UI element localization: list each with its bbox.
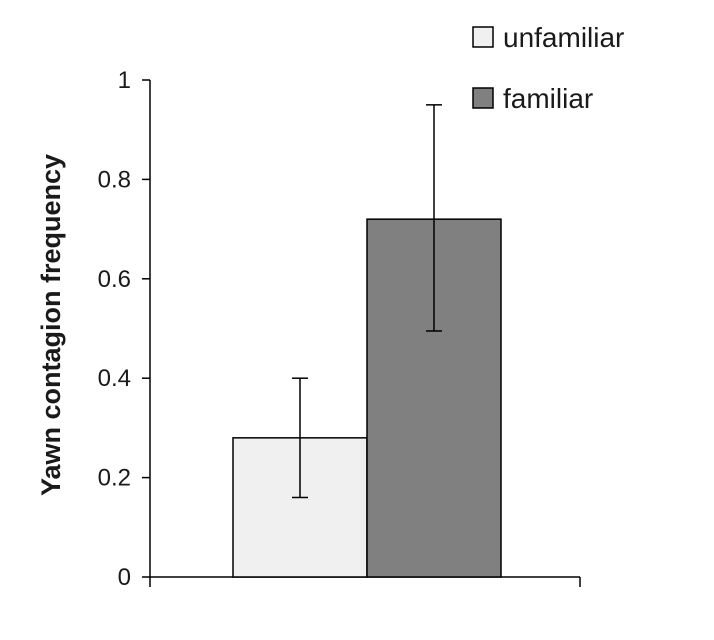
y-tick-label: 0.4 xyxy=(98,365,131,392)
y-tick-label: 0.6 xyxy=(98,266,131,293)
legend-label-unfamiliar: unfamiliar xyxy=(503,22,624,53)
y-ticks: 0 0.2 0.4 0.6 0.8 1 xyxy=(98,67,150,591)
error-bar-unfamiliar xyxy=(292,377,308,499)
legend-swatch-familiar xyxy=(472,87,494,109)
error-bars xyxy=(292,104,442,499)
y-tick-label: 0.2 xyxy=(98,465,131,492)
legend-label-familiar: familiar xyxy=(503,83,593,114)
x-axis xyxy=(150,576,581,587)
y-tick-label: 0 xyxy=(118,564,131,591)
legend-swatch-unfamiliar xyxy=(472,26,494,48)
y-axis-label: Yawn contagion frequency xyxy=(36,154,66,496)
legend: unfamiliar familiar xyxy=(472,22,624,114)
y-tick-label: 0.8 xyxy=(98,166,131,193)
y-tick-label: 1 xyxy=(118,67,131,94)
bars xyxy=(232,218,502,578)
error-bar-familiar xyxy=(426,104,442,332)
